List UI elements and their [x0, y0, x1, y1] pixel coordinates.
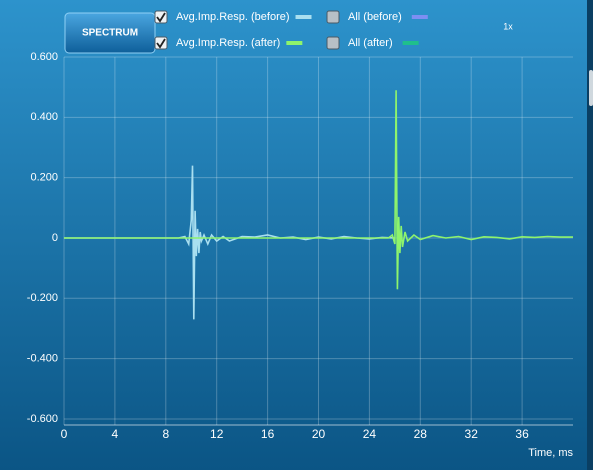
- checkmark: [156, 12, 166, 23]
- checkbox[interactable]: [326, 10, 340, 24]
- legend-label[interactable]: All (before): [348, 11, 402, 23]
- y-tick-label: 0.400: [30, 111, 58, 123]
- side-tab[interactable]: [589, 70, 593, 106]
- legend-label[interactable]: All (after): [348, 37, 393, 49]
- x-tick-label: 24: [363, 427, 377, 441]
- y-tick-label: -0.200: [27, 292, 58, 304]
- x-tick-label: 12: [210, 427, 224, 441]
- checkbox[interactable]: [326, 36, 340, 50]
- side-edge: [587, 0, 593, 470]
- spectrum-button[interactable]: [64, 12, 156, 54]
- x-tick-label: 20: [312, 427, 326, 441]
- x-tick-label: 36: [515, 427, 529, 441]
- legend-label[interactable]: Avg.Imp.Resp. (before): [176, 11, 290, 23]
- y-tick-label: -0.600: [27, 413, 58, 425]
- checkmark: [156, 38, 166, 49]
- button-label: SPECTRUM: [82, 28, 138, 39]
- y-tick-label: -0.400: [27, 353, 58, 365]
- y-tick-label: 0.200: [30, 172, 58, 184]
- series-line: [64, 90, 573, 290]
- x-axis-label: Time, ms: [528, 447, 573, 459]
- x-tick-label: 4: [112, 427, 119, 441]
- x-tick-label: 32: [465, 427, 479, 441]
- checkbox[interactable]: [154, 36, 168, 50]
- x-tick-label: 28: [414, 427, 428, 441]
- zoom-label[interactable]: 1x: [503, 21, 513, 31]
- x-tick-label: 8: [162, 427, 169, 441]
- checkbox[interactable]: [154, 10, 168, 24]
- legend-label[interactable]: Avg.Imp.Resp. (after): [176, 37, 280, 49]
- x-tick-label: 0: [61, 427, 68, 441]
- y-tick-label: 0.600: [30, 51, 58, 63]
- y-tick-label: 0: [52, 232, 58, 244]
- x-tick-label: 16: [261, 427, 275, 441]
